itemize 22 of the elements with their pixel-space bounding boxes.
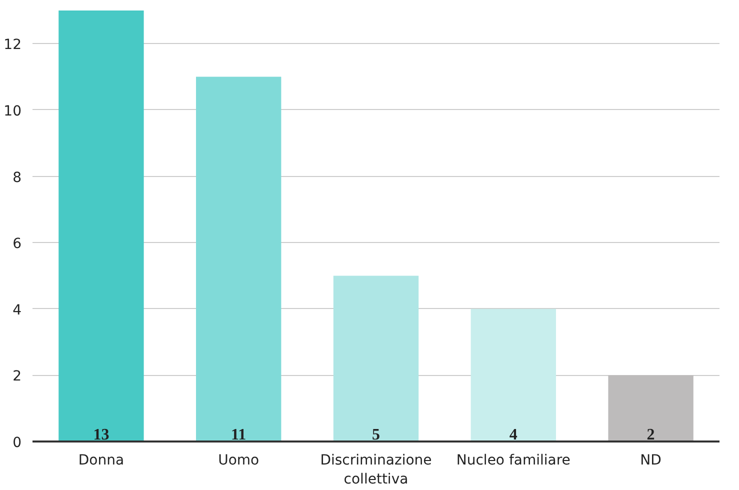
bar (333, 276, 419, 442)
x-tick-label: Nucleo familiare (456, 452, 570, 468)
y-tick-label: 8 (12, 170, 22, 186)
x-tick-label: Uomo (218, 452, 260, 468)
y-tick-label: 2 (12, 368, 22, 385)
data-label: 4 (509, 426, 518, 444)
y-tick-label: 0 (12, 435, 22, 451)
y-tick-label: 4 (12, 302, 22, 318)
bar (196, 76, 282, 442)
data-label: 11 (231, 426, 246, 444)
bar (58, 10, 144, 442)
data-label: 2 (646, 426, 655, 444)
data-label: 13 (93, 426, 110, 444)
x-tick-label: Donna (78, 452, 124, 468)
data-label: 5 (372, 426, 380, 444)
y-tick-label: 6 (12, 236, 22, 252)
x-tick-label: ND (640, 452, 662, 468)
x-tick-label: Discriminazione collettiva (320, 452, 432, 488)
bar (470, 308, 556, 442)
y-tick-label: 12 (4, 37, 22, 54)
y-tick-label: 10 (4, 103, 22, 120)
bar (608, 375, 694, 442)
